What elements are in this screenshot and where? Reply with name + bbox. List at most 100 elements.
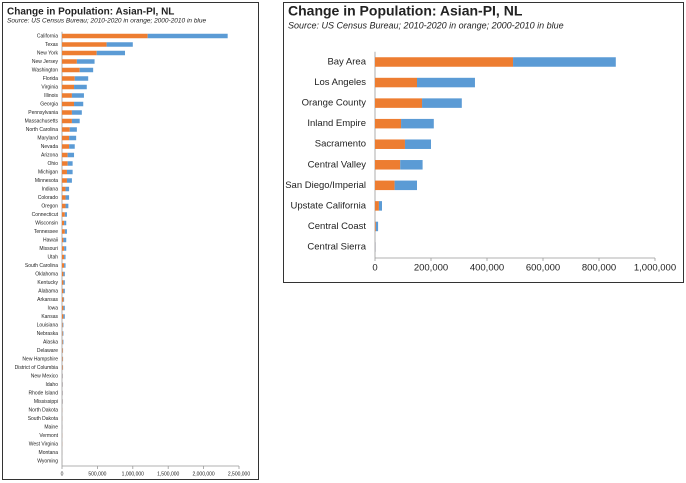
x-tick-label: 200,000: [414, 263, 448, 274]
category-label: South Carolina: [25, 263, 58, 269]
bar-segment: [63, 288, 65, 294]
bar-segment: [76, 59, 95, 64]
category-label: Georgia: [40, 101, 58, 107]
bar-segment: [62, 229, 65, 234]
bar-segment: [62, 246, 65, 251]
bar-segment: [375, 118, 402, 129]
bar-segment: [422, 98, 462, 108]
bar-segment: [62, 322, 63, 328]
category-label: Orange County: [302, 98, 367, 109]
x-tick-label: 400,000: [470, 263, 504, 274]
category-label: Nebraska: [37, 331, 59, 337]
bar-segment: [375, 180, 395, 191]
bar-segment: [96, 50, 126, 56]
bar-segment: [65, 203, 69, 209]
bar-segment: [375, 160, 401, 170]
category-label: Connecticut: [32, 212, 59, 218]
category-label: California: [37, 33, 58, 39]
category-label: Utah: [47, 254, 58, 260]
category-label: New Mexico: [31, 373, 58, 379]
category-label: Michigan: [38, 169, 58, 175]
bar-segment: [62, 263, 65, 268]
category-label: Texas: [45, 42, 59, 48]
category-label: San Diego/Imperial: [285, 180, 366, 191]
bar-segment: [62, 118, 72, 124]
bar-segment: [62, 280, 64, 285]
bar-segment: [63, 297, 65, 302]
category-label: West Virginia: [29, 441, 58, 447]
bar-segment: [69, 144, 75, 149]
category-label: Central Coast: [308, 221, 366, 232]
bar-segment: [513, 57, 616, 67]
category-label: Kansas: [41, 314, 58, 320]
bar-segment: [67, 152, 75, 158]
bar-segment: [67, 161, 73, 166]
category-label: Hawaii: [43, 237, 58, 243]
bar-segment: [62, 322, 64, 328]
bar-segment: [400, 160, 423, 170]
category-label: Vermont: [39, 433, 58, 439]
bar-segment: [62, 288, 64, 294]
category-label: Mississippi: [34, 399, 58, 405]
bar-segment: [404, 139, 431, 149]
bar-segment: [62, 331, 64, 336]
bar-segment: [62, 101, 75, 107]
bar-segment: [147, 33, 228, 39]
bar-segment: [62, 254, 65, 260]
bar-segment: [69, 135, 77, 141]
bar-segment: [394, 180, 417, 191]
x-tick-label: 0: [61, 471, 64, 477]
bar-segment: [69, 127, 77, 132]
bar-segment: [62, 144, 70, 149]
bar-segment: [71, 118, 80, 124]
bar-segment: [375, 201, 379, 211]
bar-segment: [74, 84, 87, 90]
bar-segment: [63, 271, 65, 277]
bar-segment: [62, 348, 63, 353]
bar-segment: [63, 280, 65, 285]
bar-segment: [401, 118, 434, 129]
category-label: South Dakota: [28, 416, 59, 422]
bar-segment: [62, 339, 64, 345]
bar-segment: [62, 203, 66, 209]
bar-segment: [62, 76, 75, 81]
category-label: Central Sierra: [307, 242, 366, 253]
category-label: Pennsylvania: [28, 110, 58, 116]
x-tick-label: 1,000,000: [634, 263, 676, 274]
x-tick-label: 2,500,000: [228, 471, 250, 477]
category-label: Arizona: [41, 152, 58, 158]
bar-segment: [375, 77, 417, 88]
category-label: New York: [37, 50, 59, 56]
bar-segment: [62, 127, 70, 132]
bar-segment: [62, 186, 66, 192]
category-label: Maryland: [37, 135, 58, 141]
bar-segment: [66, 169, 73, 175]
bar-segment: [64, 263, 66, 268]
bar-segment: [62, 271, 64, 277]
category-label: Indiana: [42, 186, 59, 192]
category-label: Central Valley: [308, 159, 367, 170]
category-label: Nevada: [41, 144, 58, 150]
category-label: Wyoming: [37, 458, 58, 464]
bar-segment: [62, 195, 66, 200]
category-label: Ohio: [47, 161, 58, 167]
bar-segment: [71, 93, 84, 98]
bar-segment: [62, 212, 65, 217]
bar-segment: [62, 178, 67, 183]
category-label: Los Angeles: [314, 77, 366, 88]
x-tick-label: 800,000: [582, 263, 616, 274]
bar-segment: [375, 221, 376, 232]
category-label: Oklahoma: [35, 271, 58, 277]
bar-segment: [62, 305, 64, 311]
bar-segment: [65, 195, 70, 200]
bar-segment: [62, 110, 72, 115]
bar-segment: [62, 331, 63, 336]
bar-segment: [378, 201, 382, 211]
bar-segment: [64, 246, 67, 251]
category-label: Virginia: [41, 84, 58, 90]
category-label: Colorado: [38, 195, 59, 201]
x-tick-label: 1,000,000: [122, 471, 144, 477]
category-label: Delaware: [37, 348, 58, 354]
